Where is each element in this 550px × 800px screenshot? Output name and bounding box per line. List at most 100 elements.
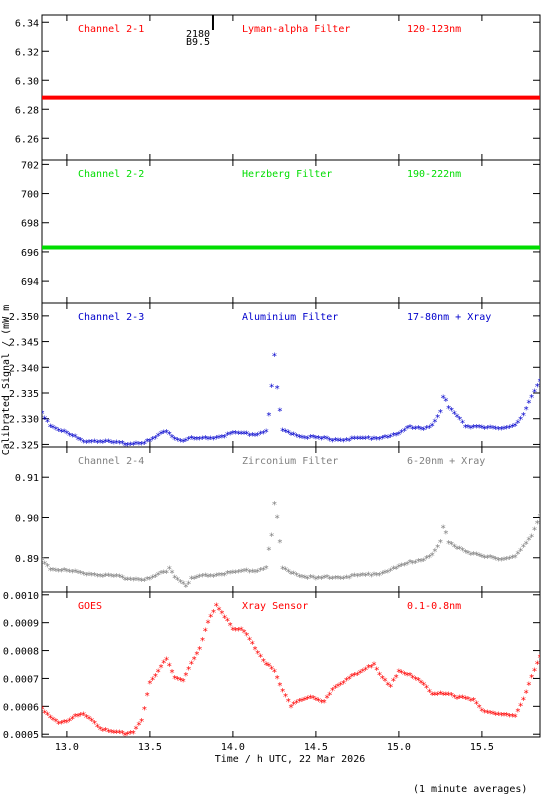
flare-label-1: 2180: [186, 29, 210, 40]
data-point: *: [531, 526, 537, 537]
data-point: *: [324, 434, 330, 445]
data-point: *: [116, 729, 122, 740]
data-point: *: [191, 435, 197, 446]
panel-4: 0.89 0.90 0.91 Channel 2-4 Zirconium Filter 6…: [15, 446, 541, 593]
data-point: *: [338, 437, 344, 448]
data-point: *: [53, 567, 59, 578]
data-point: *: [169, 433, 175, 444]
data-point: *: [401, 426, 407, 437]
data-point: *: [61, 428, 67, 439]
data-point: *: [437, 408, 443, 419]
data-point: *: [260, 657, 266, 668]
data-point: *: [80, 711, 86, 722]
data-point: *: [172, 674, 178, 685]
data-point: *: [299, 573, 305, 584]
data-point: *: [360, 667, 366, 678]
y-tick-label: 6.34: [15, 18, 39, 29]
data-point: *: [188, 659, 194, 670]
data-point: *: [534, 519, 540, 530]
data-point: *: [335, 437, 341, 448]
data-point: *: [407, 423, 413, 434]
data-point: *: [122, 576, 128, 587]
data-point: *: [227, 430, 233, 441]
data-point: *: [141, 577, 147, 588]
data-point: *: [277, 406, 283, 417]
data-point: *: [252, 432, 258, 443]
data-point: *: [443, 529, 449, 540]
data-point: *: [152, 573, 158, 584]
data-point: *: [128, 729, 134, 740]
data-point: *: [354, 572, 360, 583]
data-point: *: [269, 532, 275, 543]
data-point: *: [97, 438, 103, 449]
data-point: *: [133, 440, 139, 451]
data-point: *: [498, 711, 504, 722]
data-point: *: [526, 535, 532, 546]
data-point: *: [346, 574, 352, 585]
data-point: *: [128, 440, 134, 451]
data-point: *: [529, 673, 535, 684]
data-point: *: [216, 433, 222, 444]
data-point: *: [418, 557, 424, 568]
data-point: *: [183, 671, 189, 682]
data-point: *: [158, 569, 164, 580]
data-point: *: [252, 568, 258, 579]
data-point: *: [219, 571, 225, 582]
data-point: *: [130, 440, 136, 451]
data-point: *: [495, 425, 501, 436]
series-4: ****************************************…: [42, 500, 540, 592]
data-point: *: [484, 709, 490, 720]
data-point: *: [388, 567, 394, 578]
data-point: *: [509, 554, 515, 565]
data-point: *: [58, 567, 64, 578]
data-point: *: [305, 695, 311, 706]
data-point: *: [415, 424, 421, 435]
data-point: *: [42, 414, 48, 425]
data-point: *: [163, 428, 169, 439]
data-point: *: [518, 415, 524, 426]
data-point: *: [271, 667, 277, 678]
data-point: *: [329, 574, 335, 585]
data-point: *: [504, 424, 510, 435]
data-point: *: [42, 709, 48, 720]
data-point: *: [473, 699, 479, 710]
data-point: *: [230, 429, 236, 440]
data-point: *: [172, 435, 178, 446]
data-point: *: [523, 539, 529, 550]
data-point: *: [435, 691, 441, 702]
data-point: *: [285, 429, 291, 440]
data-point: *: [133, 724, 139, 735]
channel-label: Channel 2-4: [78, 456, 144, 467]
panel-frame: [41, 591, 541, 738]
data-point: *: [487, 553, 493, 564]
data-point: *: [241, 628, 247, 639]
data-point: *: [263, 564, 269, 575]
data-point: *: [421, 681, 427, 692]
data-point: *: [332, 436, 338, 447]
data-point: *: [147, 437, 153, 448]
data-point: *: [368, 436, 374, 447]
data-point: *: [471, 696, 477, 707]
data-point: *: [424, 424, 430, 435]
data-point: *: [64, 718, 70, 729]
data-point: *: [379, 570, 385, 581]
data-point: *: [227, 569, 233, 580]
y-axis-label: Calibrated Signal / (mW m: [1, 305, 12, 456]
data-point: *: [507, 424, 513, 435]
data-point: *: [94, 438, 100, 449]
data-point: *: [180, 437, 186, 448]
panel-frame: [41, 14, 541, 161]
data-point: *: [271, 500, 277, 511]
data-point: *: [412, 558, 418, 569]
data-point: *: [520, 411, 526, 422]
y-tick-label: 694: [21, 277, 39, 288]
data-point: *: [86, 438, 92, 449]
data-point: *: [216, 605, 222, 616]
data-point: *: [399, 562, 405, 573]
data-point: *: [194, 573, 200, 584]
data-point: *: [136, 721, 142, 732]
x-tick-label: 15.0: [387, 742, 411, 753]
data-point: *: [432, 690, 438, 701]
data-point: *: [219, 609, 225, 620]
data-point: *: [321, 573, 327, 584]
